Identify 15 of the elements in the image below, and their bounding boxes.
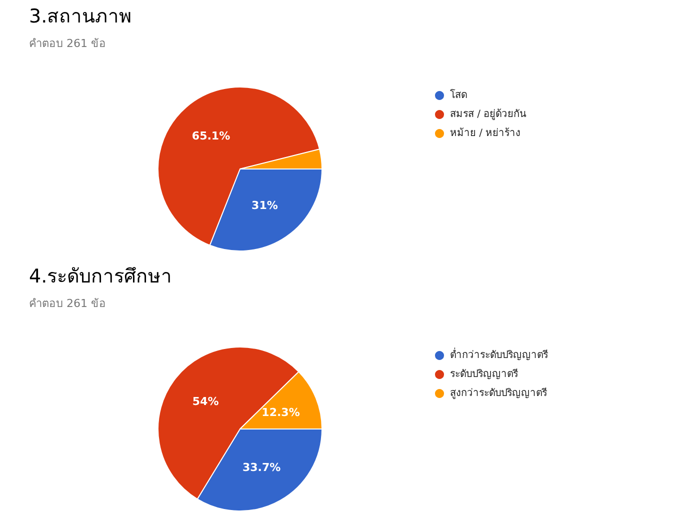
text: คำตอบ 261 ข้อ (29, 297, 106, 310)
data-label: 33.7% (242, 460, 281, 474)
legend-label: หม้าย / หย่าร้าง (450, 127, 521, 139)
legend-label: สมรส / อยู่ด้วยกัน (450, 108, 527, 120)
legend-label: ระดับปริญญาตรี (450, 368, 519, 380)
chart-title: 4.ระดับการศึกษา (29, 266, 172, 288)
legend-label: ต่ำกว่าระดับปริญญาตรี (450, 347, 549, 361)
data-label: 54% (192, 395, 219, 408)
legend-label: สูงกว่าระดับปริญญาตรี (450, 387, 548, 399)
legend-label: โสด (450, 88, 467, 101)
chart-title: 3.สถานภาพ (29, 6, 132, 28)
data-label: 65.1% (192, 129, 230, 142)
data-label: 31% (252, 198, 278, 212)
data-label: 12.3% (262, 406, 300, 419)
text: คำตอบ 261 ข้อ (29, 37, 106, 50)
